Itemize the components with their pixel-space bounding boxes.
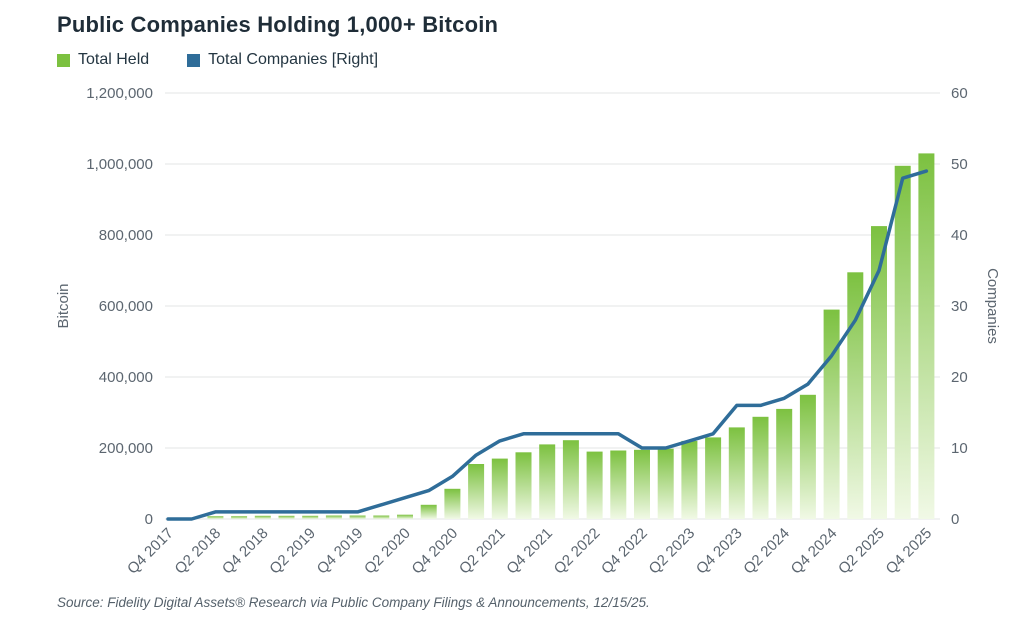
- bar-total-held: [823, 309, 840, 519]
- right-axis-tick: 60: [951, 85, 968, 102]
- bar-total-held: [468, 464, 485, 519]
- bar-total-held: [515, 452, 532, 519]
- bar-total-held: [871, 226, 887, 519]
- left-axis-tick: 600,000: [99, 298, 153, 315]
- left-axis-tick: 1,000,000: [86, 156, 153, 173]
- companies-line: [166, 169, 929, 521]
- bar-total-held: [444, 488, 461, 519]
- bar-total-held: [752, 416, 769, 519]
- x-axis-tick: Q4 2025: [883, 525, 936, 578]
- right-axis-tick: 30: [951, 298, 968, 315]
- x-axis-tick: Q4 2023: [693, 525, 746, 578]
- x-axis-tick: Q2 2024: [740, 525, 793, 578]
- bar-total-held: [254, 515, 271, 519]
- bar-total-held: [373, 515, 390, 519]
- x-axis-tick: Q4 2018: [219, 525, 272, 578]
- bar-total-held: [657, 448, 674, 519]
- left-axis-tick: 200,000: [99, 440, 153, 457]
- left-axis-tick: 1,200,000: [86, 85, 153, 102]
- x-axis-tick: Q2 2018: [172, 525, 225, 578]
- bar-total-held: [231, 516, 248, 519]
- left-axis-tick: 0: [145, 511, 153, 528]
- legend-label-total-companies: Total Companies [Right]: [208, 51, 379, 68]
- bar-total-held: [681, 440, 698, 519]
- total-held-bars: [207, 153, 935, 520]
- right-axis-tick: 20: [951, 369, 968, 386]
- legend-label-total-held: Total Held: [78, 51, 150, 68]
- bar-total-held: [278, 515, 295, 519]
- x-axis-tick: Q2 2021: [456, 525, 509, 578]
- right-axis-tick: 50: [951, 156, 968, 173]
- right-axis-tick: 40: [951, 227, 968, 244]
- bar-total-held: [847, 272, 864, 519]
- x-axis-tick: Q4 2017: [124, 525, 177, 578]
- source-note: Source: Fidelity Digital Assets® Researc…: [57, 595, 650, 610]
- bar-total-held: [325, 515, 342, 519]
- total-companies-line: [166, 169, 929, 521]
- bar-total-held: [776, 408, 793, 519]
- left-axis-tick: 400,000: [99, 369, 153, 386]
- x-axis-tick: Q4 2019: [314, 525, 367, 578]
- bar-total-held: [705, 437, 722, 519]
- legend-item-total-companies: Total Companies [Right]: [187, 51, 378, 69]
- bar-total-held: [397, 514, 413, 519]
- bar-total-held: [207, 516, 224, 519]
- chart-title: Public Companies Holding 1,000+ Bitcoin: [57, 12, 499, 37]
- x-axis-tick: Q2 2025: [835, 525, 888, 578]
- right-axis-tick: 10: [951, 440, 968, 457]
- left-axis-tick-labels: 0 200,000 400,000 600,000 800,000 1,000,000 1,…: [86, 85, 153, 528]
- bar-total-held: [894, 165, 911, 520]
- bar-total-held: [491, 458, 508, 519]
- left-axis-title: Bitcoin: [55, 283, 72, 328]
- bar-total-held: [799, 394, 816, 520]
- bar-total-held: [302, 515, 319, 519]
- right-axis-tick-labels: 0 10 20 30 40 50 60: [951, 85, 968, 528]
- bar-total-held: [610, 450, 627, 519]
- right-axis-title: Companies: [984, 268, 1001, 344]
- bar-total-held: [539, 444, 556, 519]
- x-axis-tick: Q4 2021: [503, 525, 556, 578]
- x-axis-tick: Q4 2020: [409, 525, 462, 578]
- legend-swatch-total-held-icon: [57, 53, 70, 67]
- legend-item-total-held: Total Held: [57, 51, 149, 69]
- bar-total-held: [349, 515, 366, 519]
- chart-legend: Total Held Total Companies [Right]: [57, 51, 378, 69]
- right-axis-tick: 0: [951, 511, 959, 528]
- bar-total-held: [728, 427, 745, 519]
- left-axis-tick: 800,000: [99, 227, 153, 244]
- bar-total-held: [634, 449, 650, 519]
- legend-swatch-total-companies-icon: [187, 53, 201, 67]
- x-axis-tick: Q4 2022: [598, 525, 651, 578]
- x-axis-tick: Q2 2019: [266, 525, 319, 578]
- x-axis-tick: Q2 2022: [551, 525, 604, 578]
- bar-total-held: [562, 440, 579, 519]
- bar-total-held: [918, 153, 935, 519]
- x-axis-tick: Q2 2023: [646, 525, 699, 578]
- bar-total-held: [420, 504, 437, 519]
- x-axis-tick: Q2 2020: [361, 525, 414, 578]
- bar-total-held: [586, 451, 603, 519]
- x-axis-tick: Q4 2024: [788, 525, 841, 578]
